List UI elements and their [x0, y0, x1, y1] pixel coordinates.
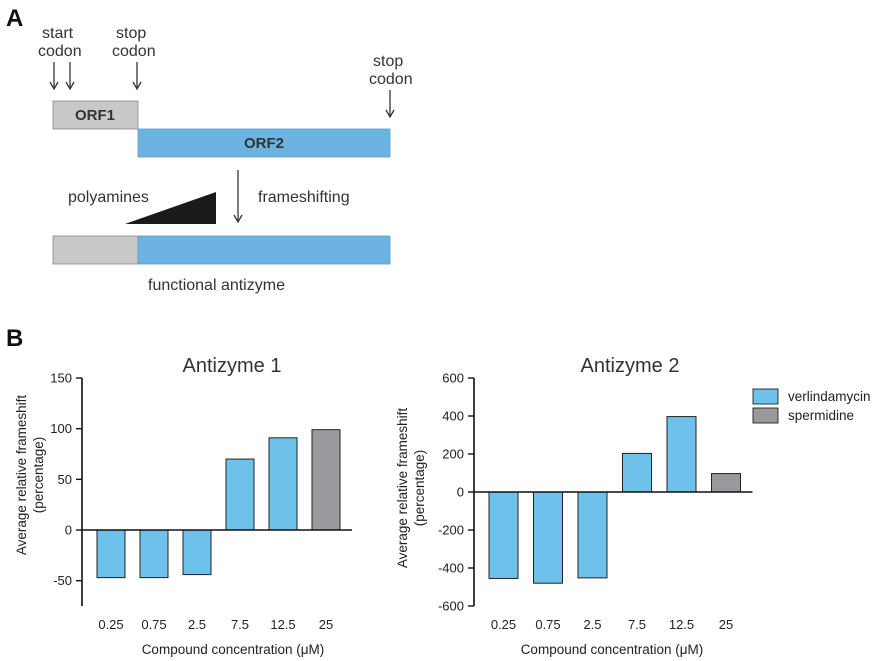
bar-12.5: [268, 437, 298, 531]
chart-2-ylabel-line2: (percentage): [412, 450, 427, 527]
x-tick-label: 12.5: [270, 617, 295, 632]
x-tick-label: 0.75: [141, 617, 166, 632]
bar-2.5: [577, 491, 608, 579]
x-tick-label: 12.5: [669, 617, 694, 632]
chart-2-xlabel: Compound concentration (μM): [521, 642, 704, 657]
functional-antizyme-label: functional antizyme: [148, 277, 285, 294]
x-tick-label: 25: [719, 617, 733, 632]
legend-label-spermidine: spermidine: [788, 408, 854, 423]
stop-codon-1-text-line2: codon: [112, 43, 156, 60]
x-tick-label: 7.5: [628, 617, 646, 632]
orf1-label: ORF1: [75, 107, 115, 124]
bar-12.5: [666, 416, 697, 493]
bar-0.25: [96, 529, 126, 579]
start-codon-text-line2: codon: [38, 43, 82, 60]
stop-codon-1-text-line1: stop: [116, 25, 146, 42]
chart-1-ylabel-line2: (percentage): [31, 437, 46, 514]
bar-0.75: [139, 529, 169, 579]
x-tick-label: 25: [319, 617, 333, 632]
panel-b-letter: B: [6, 325, 23, 352]
y-tick-label: -600: [438, 599, 464, 614]
orf1-box: [52, 100, 139, 130]
bar-7.5: [225, 458, 255, 531]
bar-2.5: [182, 529, 212, 576]
chart-2-marks: -600 -400 -200 0 200 400 600 0.25 0.75 2.5 7.5 12.5…: [438, 371, 753, 632]
y-tick-label: 150: [50, 371, 72, 386]
x-tick-label: 0.25: [491, 617, 516, 632]
legend-label-verlindamycin: verlindamycin: [788, 389, 871, 404]
chart-1-ylabel-line1: Average relative frameshift: [14, 395, 29, 556]
frameshifting-arrow: [233, 170, 243, 224]
antizyme-orf1-segment: [52, 235, 139, 265]
orf2-box: [137, 128, 391, 158]
y-tick-label: -50: [53, 573, 72, 588]
y-tick-label: 50: [58, 472, 72, 487]
stop-codon-1-arrow: [132, 62, 142, 91]
y-tick-label: 600: [442, 371, 464, 386]
x-tick-label: 2.5: [583, 617, 601, 632]
y-tick-label: 200: [442, 447, 464, 462]
stop-codon-2-text-line1: stop: [373, 53, 403, 70]
start-codon-annotation: start codon: [38, 25, 82, 91]
panel-a-letter: A: [6, 5, 23, 32]
y-tick-label: -200: [438, 523, 464, 538]
frameshifting-label: frameshifting: [258, 189, 350, 206]
chart-2-title: Antizyme 2: [581, 355, 680, 377]
x-tick-label: 7.5: [231, 617, 249, 632]
polyamines-ramp: [125, 192, 216, 224]
chart-2-ylabel-line1: Average relative frameshift: [395, 408, 410, 569]
y-tick-label: 0: [457, 485, 464, 500]
chart-antizyme-2: Antizyme 2 -600 -400 -200 0 200 400 600 0.25 0.7…: [395, 355, 753, 657]
x-tick-label: 0.25: [98, 617, 123, 632]
chart-1-marks: -50 0 50 100 150 0.25 0.75 2.5 7.5 12.5 25: [50, 371, 352, 632]
y-tick-label: 100: [50, 421, 72, 436]
bar-25: [711, 473, 741, 493]
y-tick-label: 0: [65, 523, 72, 538]
x-tick-label: 0.75: [535, 617, 560, 632]
bar-7.5: [622, 452, 652, 493]
y-tick-label: -400: [438, 561, 464, 576]
legend-swatch-spermidine: [752, 407, 779, 424]
orf2-label: ORF2: [244, 135, 284, 152]
bar-0.25: [488, 491, 519, 579]
polyamines-label: polyamines: [68, 189, 149, 206]
stop-codon-2-text-line2: codon: [369, 71, 413, 88]
stop-codon-annotation-2: stop codon: [369, 53, 413, 119]
chart-1-xlabel: Compound concentration (μM): [142, 642, 325, 657]
y-tick-label: 400: [442, 409, 464, 424]
bar-0.75: [533, 491, 563, 584]
legend: verlindamycin spermidine: [752, 388, 871, 424]
legend-swatch-verlindamycin: [752, 388, 779, 405]
chart-antizyme-1: Antizyme 1 -50 0 50 100 150 0.25 0.75 2.5 7.5 12.…: [14, 355, 352, 657]
start-codon-arrows: [49, 62, 75, 91]
start-codon-text-line1: start: [42, 25, 74, 42]
antizyme-orf2-segment: [137, 235, 391, 265]
bar-25: [311, 429, 341, 531]
stop-codon-annotation-1: stop codon: [112, 25, 156, 91]
x-tick-label: 2.5: [188, 617, 206, 632]
stop-codon-2-arrow: [385, 90, 395, 119]
chart-1-title: Antizyme 1: [183, 355, 282, 377]
